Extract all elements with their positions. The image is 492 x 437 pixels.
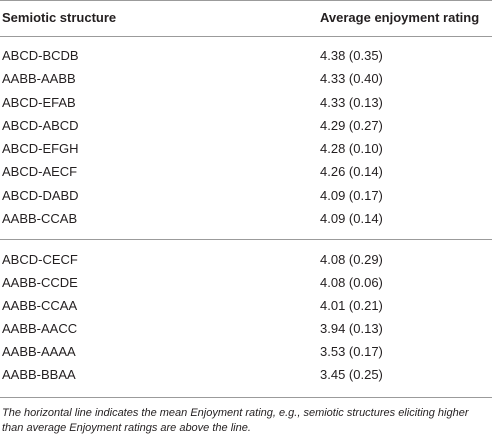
structure-cell: AABB-CCDE xyxy=(2,275,78,291)
rating-cell: 4.08 (0.06) xyxy=(320,275,383,291)
structure-cell: ABCD-CECF xyxy=(2,252,78,267)
table-row: AABB-AAAA 3.53 (0.17) xyxy=(0,344,492,367)
structure-cell: ABCD-ABCD xyxy=(2,117,79,133)
table-bottom-rule xyxy=(0,397,492,398)
structure-cell: ABCD-DABD xyxy=(2,187,79,203)
table-row: ABCD-EFGH 4.28 (0.10) xyxy=(0,141,492,164)
above-mean-group: ABCD-BCDB 4.38 (0.35) AABB-AABB 4.33 (0.… xyxy=(0,48,492,234)
table-row: ABCD-DABD 4.09 (0.17) xyxy=(0,188,492,211)
rating-cell: 4.33 (0.13) xyxy=(320,94,383,110)
table-row: AABB-BBAA 3.45 (0.25) xyxy=(0,367,492,390)
table-top-rule xyxy=(0,0,492,1)
table-row: AABB-CCAA 4.01 (0.21) xyxy=(0,298,492,321)
table-row: ABCD-CECF 4.08 (0.29) xyxy=(0,252,492,275)
rating-cell: 4.28 (0.10) xyxy=(320,141,383,157)
structure-cell: AABB-AACC xyxy=(2,321,78,337)
structure-cell: AABB-AAAA xyxy=(2,344,76,360)
structure-cell: AABB-BBAA xyxy=(2,367,76,383)
rating-cell: 3.45 (0.25) xyxy=(320,367,383,383)
rating-cell: 4.01 (0.21) xyxy=(320,298,383,314)
table-row: AABB-AABB 4.33 (0.40) xyxy=(0,71,492,94)
table-row: ABCD-AECF 4.26 (0.14) xyxy=(0,164,492,187)
structure-cell: ABCD-EFAB xyxy=(2,94,76,110)
rating-cell: 3.94 (0.13) xyxy=(320,321,383,337)
table-row: ABCD-BCDB 4.38 (0.35) xyxy=(0,48,492,71)
structure-cell: ABCD-AECF xyxy=(2,164,78,180)
rating-cell: 4.29 (0.27) xyxy=(320,117,383,133)
rating-cell: 4.08 (0.29) xyxy=(320,252,383,267)
structure-cell: ABCD-EFGH xyxy=(2,141,79,157)
table-row: AABB-CCAB 4.09 (0.14) xyxy=(0,211,492,234)
rating-cell: 3.53 (0.17) xyxy=(320,344,383,360)
rating-cell: 4.09 (0.14) xyxy=(320,211,383,227)
rating-cell: 4.38 (0.35) xyxy=(320,48,383,63)
header-semiotic-structure: Semiotic structure xyxy=(2,10,117,25)
header-rule xyxy=(0,36,492,37)
table-footnote: The horizontal line indicates the mean E… xyxy=(2,407,469,434)
rating-cell: 4.33 (0.40) xyxy=(320,71,383,87)
mean-rating-divider xyxy=(0,239,492,240)
structure-cell: AABB-CCAA xyxy=(2,298,78,314)
rating-cell: 4.26 (0.14) xyxy=(320,164,383,180)
table-row: AABB-AACC 3.94 (0.13) xyxy=(0,321,492,344)
structure-cell: AABB-AABB xyxy=(2,71,76,87)
below-mean-group: ABCD-CECF 4.08 (0.29) AABB-CCDE 4.08 (0.… xyxy=(0,252,492,391)
table-row: ABCD-EFAB 4.33 (0.13) xyxy=(0,95,492,118)
structure-cell: ABCD-BCDB xyxy=(2,48,79,63)
header-average-enjoyment-rating: Average enjoyment rating xyxy=(320,10,480,25)
table-row: ABCD-ABCD 4.29 (0.27) xyxy=(0,118,492,141)
table-row: AABB-CCDE 4.08 (0.06) xyxy=(0,275,492,298)
structure-cell: AABB-CCAB xyxy=(2,211,78,227)
rating-cell: 4.09 (0.17) xyxy=(320,187,383,203)
